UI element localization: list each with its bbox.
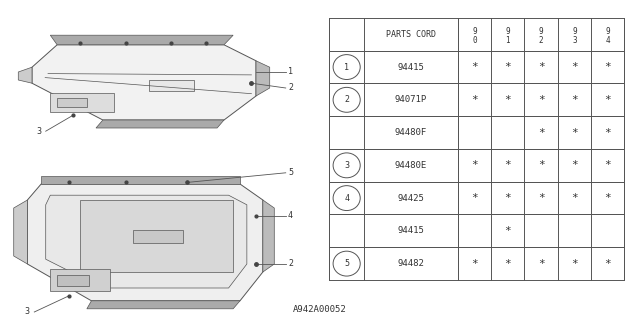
Text: 94480E: 94480E [395, 161, 427, 170]
Text: 94415: 94415 [397, 62, 424, 72]
Text: *: * [538, 259, 545, 268]
Text: 3: 3 [36, 127, 41, 136]
Text: *: * [538, 193, 545, 203]
Text: *: * [571, 160, 578, 170]
Text: 9: 9 [539, 28, 543, 36]
Text: *: * [604, 193, 611, 203]
Text: 2: 2 [288, 84, 293, 92]
Text: *: * [538, 95, 545, 105]
Text: *: * [604, 95, 611, 105]
Text: *: * [471, 95, 478, 105]
Bar [330, 18, 624, 51]
Polygon shape [132, 230, 183, 243]
Text: 4: 4 [344, 194, 349, 203]
Text: *: * [604, 160, 611, 170]
Text: 2: 2 [539, 36, 543, 45]
Text: *: * [604, 259, 611, 268]
Polygon shape [80, 200, 233, 272]
Text: 4: 4 [605, 36, 610, 45]
Polygon shape [51, 269, 109, 291]
Polygon shape [28, 184, 263, 301]
Polygon shape [51, 35, 233, 45]
Text: *: * [471, 193, 478, 203]
Polygon shape [19, 67, 32, 83]
Text: *: * [504, 193, 511, 203]
Text: 0: 0 [472, 36, 477, 45]
Text: 3: 3 [25, 308, 29, 316]
Text: *: * [471, 259, 478, 268]
Text: 9: 9 [506, 28, 510, 36]
Text: *: * [538, 128, 545, 138]
Text: 94425: 94425 [397, 194, 424, 203]
Polygon shape [51, 93, 115, 112]
Text: 4: 4 [288, 212, 293, 220]
Text: 9: 9 [572, 28, 577, 36]
Text: *: * [571, 128, 578, 138]
Text: A942A00052: A942A00052 [293, 305, 347, 314]
Polygon shape [87, 301, 240, 309]
Text: 3: 3 [572, 36, 577, 45]
Text: 1: 1 [344, 62, 349, 72]
Text: *: * [571, 95, 578, 105]
Bar [330, 84, 624, 116]
Text: PARTS CORD: PARTS CORD [386, 30, 436, 39]
Polygon shape [57, 275, 89, 286]
Text: 1: 1 [506, 36, 510, 45]
Text: 3: 3 [344, 161, 349, 170]
Polygon shape [32, 45, 256, 120]
Text: 5: 5 [288, 168, 293, 177]
Text: 1: 1 [288, 68, 293, 76]
Bar [330, 247, 624, 280]
Text: 94415: 94415 [397, 226, 424, 235]
Polygon shape [41, 176, 240, 184]
Polygon shape [263, 200, 275, 272]
Polygon shape [45, 195, 247, 288]
Text: *: * [471, 62, 478, 72]
Text: 9: 9 [605, 28, 610, 36]
Polygon shape [148, 80, 195, 91]
Text: *: * [504, 259, 511, 268]
Text: *: * [538, 62, 545, 72]
Text: *: * [471, 160, 478, 170]
Text: *: * [571, 193, 578, 203]
Text: *: * [504, 62, 511, 72]
Bar [330, 116, 624, 149]
Text: 94071P: 94071P [395, 95, 427, 104]
Text: 9: 9 [472, 28, 477, 36]
Text: *: * [538, 160, 545, 170]
Bar [330, 51, 624, 84]
Bar [330, 214, 624, 247]
Text: 94482: 94482 [397, 259, 424, 268]
Text: 94480F: 94480F [395, 128, 427, 137]
Polygon shape [13, 200, 28, 264]
Polygon shape [256, 61, 269, 96]
Text: *: * [571, 62, 578, 72]
Text: 2: 2 [288, 260, 293, 268]
Text: *: * [571, 259, 578, 268]
Bar [330, 149, 624, 182]
Bar [330, 182, 624, 214]
Text: 2: 2 [344, 95, 349, 104]
Text: *: * [504, 95, 511, 105]
Text: *: * [504, 226, 511, 236]
Text: *: * [604, 62, 611, 72]
Polygon shape [96, 120, 224, 128]
Polygon shape [57, 98, 87, 107]
Text: *: * [604, 128, 611, 138]
Text: *: * [504, 160, 511, 170]
Text: 5: 5 [344, 259, 349, 268]
